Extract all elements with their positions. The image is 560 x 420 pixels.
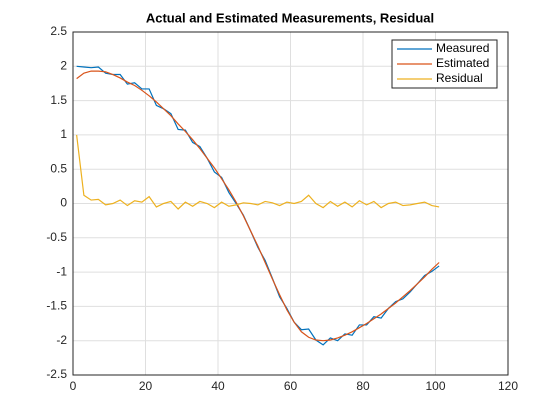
x-tick-label: 20 <box>139 379 153 393</box>
series-line <box>76 70 440 342</box>
chart-title: Actual and Estimated Measurements, Resid… <box>146 10 434 25</box>
x-tick-label: 40 <box>211 379 225 393</box>
y-tick-label: -1 <box>56 264 67 278</box>
series-line <box>76 134 440 210</box>
legend-label: Estimated <box>436 56 489 70</box>
legend-label: Residual <box>436 71 483 85</box>
y-tick-label: 1.5 <box>50 93 67 107</box>
y-tick-label: 0 <box>60 196 67 210</box>
x-tick-label: 120 <box>498 379 518 393</box>
y-tick-label: -0.5 <box>46 230 67 244</box>
y-tick-label: -1.5 <box>46 299 67 313</box>
x-tick-label: 0 <box>70 379 77 393</box>
y-tick-label: 1 <box>60 127 67 141</box>
y-tick-label: 2 <box>60 58 67 72</box>
y-tick-label: -2.5 <box>46 367 67 381</box>
y-tick-label: 2.5 <box>50 24 67 38</box>
y-tick-label: 0.5 <box>50 161 67 175</box>
axes-box <box>72 31 509 376</box>
legend-label: Measured <box>436 41 489 55</box>
y-tick-label: -2 <box>56 333 67 347</box>
x-tick-label: 60 <box>284 379 298 393</box>
x-tick-label: 80 <box>356 379 370 393</box>
x-tick-label: 100 <box>425 379 445 393</box>
